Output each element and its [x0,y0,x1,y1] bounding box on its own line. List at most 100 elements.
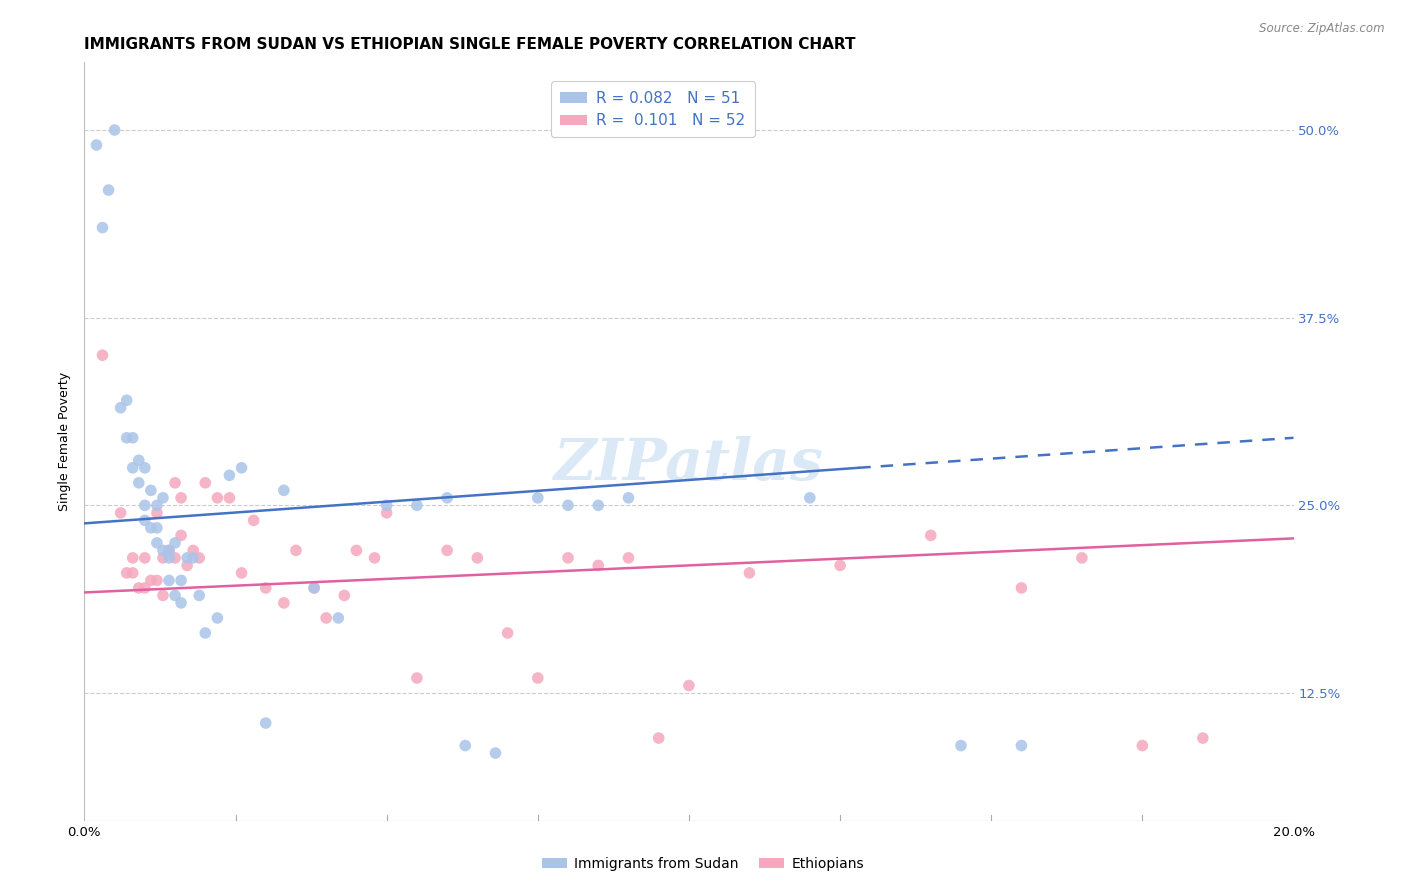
Point [617,550,640,565]
Point [527,491,550,505]
Legend: Immigrants from Sudan, Ethiopians: Immigrants from Sudan, Ethiopians [537,851,869,876]
Point [165,475,187,490]
Point [254,581,277,595]
Point [170,528,193,542]
Text: ZIPatlas: ZIPatlas [554,436,824,492]
Point [121,431,143,445]
Point [285,543,308,558]
Point [91,220,114,235]
Point [121,566,143,580]
Point [194,626,217,640]
Point [176,558,198,573]
Point [617,491,640,505]
Point [139,521,162,535]
Point [188,589,211,603]
Point [121,460,143,475]
Point [134,550,156,565]
Point [1192,731,1215,745]
Point [799,491,821,505]
Point [302,581,325,595]
Point [527,671,550,685]
Point [181,543,204,558]
Point [152,543,174,558]
Point [104,123,127,137]
Point [363,550,385,565]
Point [146,499,169,513]
Point [86,138,108,153]
Point [139,483,162,498]
Point [231,460,253,475]
Point [406,671,429,685]
Point [170,596,193,610]
Point [207,491,229,505]
Point [588,558,610,573]
Point [128,581,150,595]
Legend: R = 0.082   N = 51, R =  0.101   N = 52: R = 0.082 N = 51, R = 0.101 N = 52 [551,81,755,137]
Point [333,589,356,603]
Point [315,611,337,625]
Point [346,543,368,558]
Point [165,550,187,565]
Point [157,550,180,565]
Point [157,543,180,558]
Point [134,513,156,527]
Point [165,589,187,603]
Point [648,731,671,745]
Point [254,716,277,731]
Point [146,521,169,535]
Point [188,550,211,565]
Point [436,543,458,558]
Point [194,475,217,490]
Point [157,543,180,558]
Point [1130,739,1153,753]
Point [557,499,579,513]
Point [146,574,169,588]
Point [1071,550,1094,565]
Point [207,611,229,625]
Point [115,431,138,445]
Text: Source: ZipAtlas.com: Source: ZipAtlas.com [1260,22,1385,36]
Point [128,453,150,467]
Text: IMMIGRANTS FROM SUDAN VS ETHIOPIAN SINGLE FEMALE POVERTY CORRELATION CHART: IMMIGRANTS FROM SUDAN VS ETHIOPIAN SINGL… [84,37,856,52]
Point [1011,581,1033,595]
Point [97,183,120,197]
Point [157,574,180,588]
Point [91,348,114,362]
Point [176,550,198,565]
Point [920,528,942,542]
Point [218,468,240,483]
Point [152,550,174,565]
Point [170,574,193,588]
Point [152,589,174,603]
Point [231,566,253,580]
Point [467,550,489,565]
Point [110,506,132,520]
Point [678,679,700,693]
Point [139,574,162,588]
Point [128,475,150,490]
Point [146,536,169,550]
Point [115,566,138,580]
Point [121,550,143,565]
Point [170,491,193,505]
Point [328,611,350,625]
Point [146,506,169,520]
Point [406,499,429,513]
Point [181,550,204,565]
Point [1011,739,1033,753]
Point [165,536,187,550]
Point [218,491,240,505]
Point [273,483,295,498]
Point [134,581,156,595]
Point [134,499,156,513]
Y-axis label: Single Female Poverty: Single Female Poverty [58,372,72,511]
Point [152,491,174,505]
Point [273,596,295,610]
Point [588,499,610,513]
Point [242,513,264,527]
Point [484,746,506,760]
Point [830,558,852,573]
Point [738,566,761,580]
Point [302,581,325,595]
Point [110,401,132,415]
